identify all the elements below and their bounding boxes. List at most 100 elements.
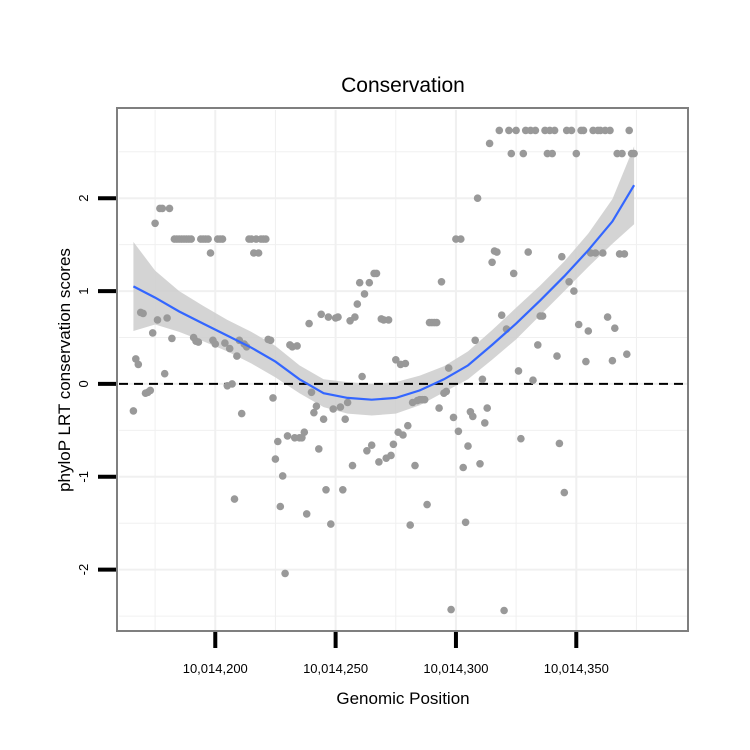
data-point	[435, 404, 443, 412]
data-point	[281, 569, 289, 578]
data-point	[163, 314, 171, 322]
data-point	[315, 445, 323, 453]
data-point	[307, 388, 316, 397]
data-point	[360, 290, 369, 298]
data-point	[512, 126, 520, 135]
data-point	[473, 194, 482, 202]
data-point	[151, 219, 159, 228]
data-point	[351, 313, 359, 321]
y-tick-label: 0	[76, 380, 91, 387]
data-point	[457, 235, 465, 243]
data-point	[401, 359, 410, 368]
data-point	[367, 441, 376, 450]
points-group	[129, 126, 638, 615]
data-point	[129, 407, 138, 415]
data-point	[269, 394, 277, 402]
data-point	[225, 344, 234, 353]
data-point	[423, 500, 431, 509]
data-point	[567, 126, 576, 135]
data-point	[529, 376, 537, 385]
data-point	[603, 313, 612, 321]
data-point	[271, 455, 280, 463]
data-point	[302, 510, 311, 518]
data-point	[237, 409, 246, 418]
data-point	[389, 440, 398, 449]
data-point	[204, 235, 212, 243]
data-point	[165, 204, 174, 213]
data-point	[476, 460, 484, 468]
grid-lines	[119, 110, 687, 630]
data-point	[363, 447, 371, 455]
data-point	[500, 606, 508, 615]
y-axis: -2 -1 0 1 2	[76, 195, 116, 575]
data-point	[478, 375, 487, 384]
confidence-band	[133, 146, 635, 416]
plot-panel	[116, 107, 689, 632]
data-point	[531, 126, 540, 135]
data-point	[283, 432, 292, 440]
data-point	[322, 486, 330, 494]
data-point	[153, 316, 162, 324]
data-point	[469, 412, 477, 421]
data-point	[623, 350, 631, 359]
data-point	[146, 386, 155, 395]
data-point	[620, 250, 629, 258]
data-point	[444, 364, 453, 372]
data-point	[611, 324, 619, 333]
data-point	[134, 360, 143, 369]
data-point	[579, 126, 588, 135]
data-point	[384, 316, 393, 324]
data-point	[599, 249, 607, 257]
chart-title: Conservation	[341, 74, 465, 97]
data-point	[343, 398, 352, 407]
data-point	[608, 356, 617, 365]
data-point	[560, 488, 569, 497]
data-point	[483, 404, 492, 412]
data-point	[442, 387, 451, 396]
data-point	[618, 149, 626, 158]
data-point	[305, 319, 313, 328]
data-point	[168, 334, 176, 343]
data-point	[262, 235, 270, 243]
data-point	[464, 442, 472, 450]
data-point	[274, 437, 282, 446]
data-point	[459, 463, 468, 472]
data-point	[630, 149, 638, 158]
x-axis-title: Genomic Position	[336, 689, 469, 708]
data-point	[517, 434, 525, 443]
data-point	[447, 605, 455, 614]
data-point	[507, 149, 516, 158]
data-point	[606, 126, 614, 135]
data-point	[574, 320, 583, 329]
data-point	[266, 336, 275, 345]
data-point	[497, 311, 506, 320]
data-point	[353, 300, 362, 308]
data-point	[355, 278, 364, 287]
data-point	[495, 126, 504, 135]
data-point	[230, 495, 239, 503]
smooth-line-group	[132, 184, 636, 401]
data-point	[538, 312, 547, 320]
data-point	[218, 235, 227, 243]
data-point	[327, 520, 335, 528]
data-point	[481, 419, 489, 427]
data-point	[324, 313, 333, 321]
data-point	[372, 269, 381, 278]
data-point	[591, 249, 600, 257]
data-point	[317, 310, 326, 319]
data-point	[514, 367, 523, 375]
data-point	[553, 352, 561, 360]
data-point	[432, 318, 441, 327]
data-point	[158, 204, 167, 213]
data-point	[276, 502, 285, 511]
data-point	[211, 340, 220, 348]
data-point	[233, 352, 241, 360]
x-axis: 10,014,200 10,014,250 10,014,300 10,014,350	[183, 632, 609, 676]
data-point	[461, 518, 470, 527]
data-point	[278, 472, 287, 480]
y-tick-label: 2	[76, 195, 91, 202]
data-point	[334, 313, 342, 321]
data-point	[228, 380, 236, 388]
y-axis-title: phyloP LRT conservation scores	[55, 248, 74, 492]
